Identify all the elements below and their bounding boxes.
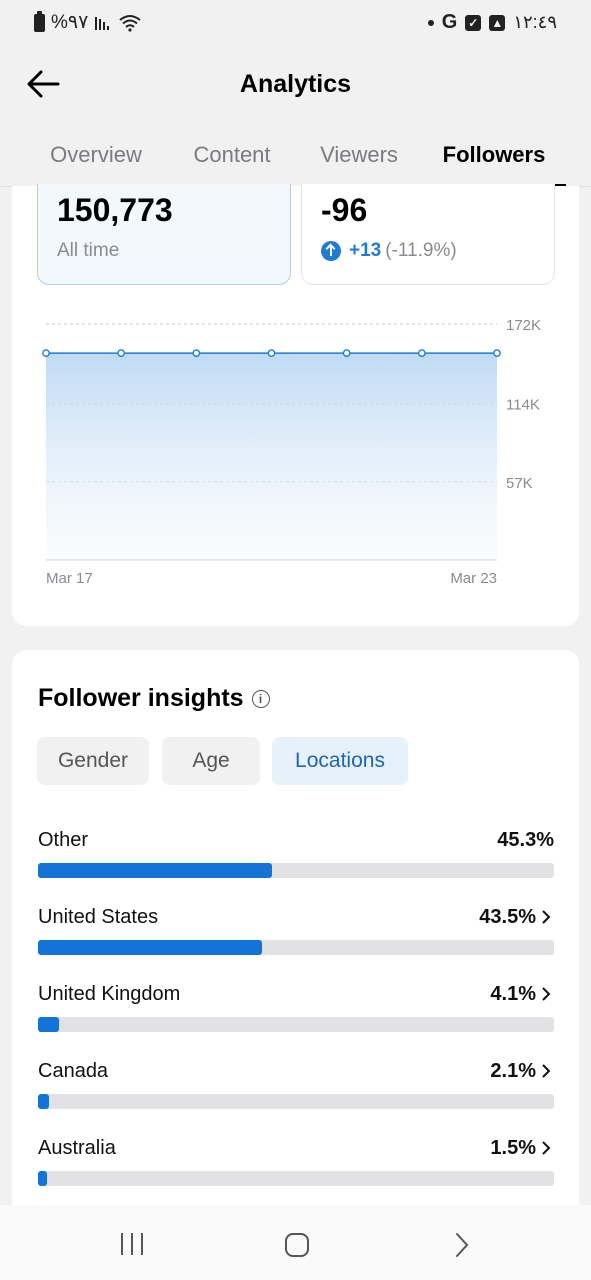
check-box-icon: ✓ xyxy=(465,14,482,31)
chevron-right-icon[interactable] xyxy=(538,1139,554,1157)
location-name: Canada xyxy=(38,1060,109,1082)
location-percent: 4.1% xyxy=(490,983,536,1005)
status-bar: %٩٧ G ✓ ▲ ١٢:٤٩ xyxy=(0,0,591,46)
location-bar-track xyxy=(38,1171,554,1186)
insights-heading: Follower insights i xyxy=(38,684,270,713)
x-tick-label-1: Mar 23 xyxy=(450,570,497,587)
arrow-up-circle-icon xyxy=(321,241,341,261)
header: Analytics Overview Content Viewers Follo… xyxy=(0,46,591,187)
data-point-2 xyxy=(192,349,201,358)
location-bar-track xyxy=(38,1094,554,1109)
battery-icon xyxy=(34,10,45,32)
net-change: +13 (-11.9%) xyxy=(321,240,457,262)
data-point-0 xyxy=(42,349,50,358)
page-title: Analytics xyxy=(239,70,352,98)
y-tick-label-0: 172K xyxy=(506,317,541,334)
followers-chart: 172K 114K 57K Mar 17 Mar 23 xyxy=(42,317,541,587)
data-point-3 xyxy=(267,349,276,358)
chevron-right-icon[interactable] xyxy=(538,908,554,926)
battery-level: %٩٧ xyxy=(51,12,89,33)
tab-overview[interactable]: Overview xyxy=(50,142,142,167)
location-name: Australia xyxy=(38,1137,116,1159)
series-area xyxy=(46,353,497,560)
location-bar-track xyxy=(38,940,554,955)
y-tick-label-1: 114K xyxy=(506,397,540,414)
location-percent: 2.1% xyxy=(490,1060,536,1082)
location-bar-fill xyxy=(38,1017,60,1032)
status-left: %٩٧ xyxy=(34,10,142,34)
system-nav-bar xyxy=(0,1205,591,1280)
x-tick-label-0: Mar 17 xyxy=(46,570,93,587)
total-followers-label: All time xyxy=(57,240,120,261)
data-point-6 xyxy=(493,349,501,358)
location-row-1[interactable]: United States 43.5% xyxy=(38,906,554,966)
data-point-4 xyxy=(342,349,351,358)
chevron-right-icon[interactable] xyxy=(538,1062,554,1080)
data-point-5 xyxy=(417,349,426,358)
info-icon[interactable]: i xyxy=(251,689,270,708)
location-name: United States xyxy=(38,906,159,928)
tab-bar: Overview Content Viewers Followers xyxy=(0,140,591,187)
location-row-3[interactable]: Canada 2.1% xyxy=(38,1060,554,1120)
location-row-2[interactable]: United Kingdom 4.1% xyxy=(38,983,554,1043)
google-icon: G xyxy=(441,11,458,33)
net-change-percent: (-11.9%) xyxy=(385,240,457,261)
home-icon[interactable] xyxy=(284,1232,310,1258)
status-right: G ✓ ▲ ١٢:٤٩ xyxy=(427,11,557,34)
chip-gender[interactable]: Gender xyxy=(37,737,149,785)
tab-viewers[interactable]: Viewers xyxy=(320,142,398,167)
location-name: Other xyxy=(38,829,89,851)
chip-age[interactable]: Age xyxy=(162,737,260,785)
location-percent: 45.3% xyxy=(497,829,554,851)
location-percent: 1.5% xyxy=(490,1137,536,1159)
location-percent: 43.5% xyxy=(479,906,536,928)
clock: ١٢:٤٩ xyxy=(513,12,557,32)
location-bar-fill xyxy=(38,863,272,878)
location-bar-track xyxy=(38,1017,554,1032)
back-nav-icon[interactable] xyxy=(452,1231,472,1259)
follower-insights-card: Follower insights i Gender Age Locations… xyxy=(12,650,579,1250)
chip-locations[interactable]: Locations xyxy=(272,737,408,785)
net-change-value: +13 xyxy=(349,240,382,261)
signal-icon xyxy=(95,16,110,30)
location-bar-fill xyxy=(38,940,263,955)
total-followers-box[interactable]: 150,773 All time xyxy=(37,184,291,285)
total-followers-value: 150,773 xyxy=(57,192,173,228)
location-name: United Kingdom xyxy=(38,983,181,1005)
insights-title: Follower insights xyxy=(38,684,244,712)
tab-content[interactable]: Content xyxy=(193,142,271,167)
location-row-0: Other 45.3% xyxy=(38,829,554,889)
location-bar-track xyxy=(38,863,554,878)
location-bar-fill xyxy=(38,1171,47,1186)
location-row-4[interactable]: Australia 1.5% xyxy=(38,1137,554,1197)
net-followers-box[interactable]: -96 +13 (-11.9%) xyxy=(301,184,555,285)
recent-apps-icon[interactable] xyxy=(118,1232,146,1256)
back-arrow-icon[interactable] xyxy=(24,66,64,102)
y-tick-label-2: 57K xyxy=(506,475,533,492)
wifi-icon xyxy=(119,14,141,32)
chevron-right-icon[interactable] xyxy=(538,985,554,1003)
data-point-1 xyxy=(117,349,126,358)
location-bar-fill xyxy=(38,1094,49,1109)
dot-icon xyxy=(427,19,434,26)
followers-card: 150,773 All time -96 +13 (-11.9%) 172K 11… xyxy=(12,184,579,626)
tab-followers[interactable]: Followers xyxy=(422,140,566,187)
gallery-icon: ▲ xyxy=(489,14,506,31)
net-followers-value: -96 xyxy=(321,192,368,228)
